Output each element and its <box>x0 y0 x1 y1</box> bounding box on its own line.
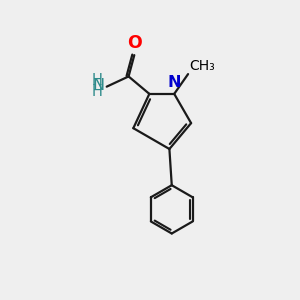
Text: N: N <box>92 78 104 93</box>
Text: H: H <box>92 73 103 88</box>
Text: CH₃: CH₃ <box>189 58 215 73</box>
Text: H: H <box>92 85 103 100</box>
Text: O: O <box>127 34 142 52</box>
Text: N: N <box>167 75 181 90</box>
